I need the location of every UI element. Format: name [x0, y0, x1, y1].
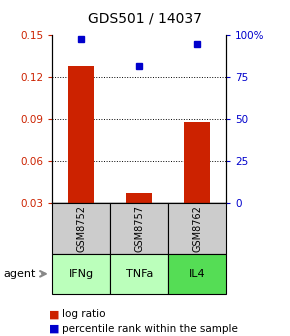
Text: ■: ■: [49, 309, 60, 319]
Text: log ratio: log ratio: [62, 309, 106, 319]
Text: percentile rank within the sample: percentile rank within the sample: [62, 324, 238, 334]
Text: ■: ■: [49, 324, 60, 334]
Text: IFNg: IFNg: [69, 269, 94, 279]
Text: GSM8762: GSM8762: [192, 205, 202, 252]
Bar: [126, 194, 152, 203]
Bar: [168, 203, 226, 254]
Bar: [52, 254, 110, 294]
Bar: [52, 203, 110, 254]
Text: GDS501 / 14037: GDS501 / 14037: [88, 12, 202, 26]
Bar: [168, 254, 226, 294]
Bar: [110, 254, 168, 294]
Text: TNFa: TNFa: [126, 269, 153, 279]
Text: GSM8757: GSM8757: [134, 205, 144, 252]
Bar: [110, 203, 168, 254]
Bar: [184, 122, 210, 203]
Text: GSM8752: GSM8752: [76, 205, 86, 252]
Bar: [68, 66, 94, 203]
Text: IL4: IL4: [189, 269, 206, 279]
Text: agent: agent: [3, 269, 35, 279]
